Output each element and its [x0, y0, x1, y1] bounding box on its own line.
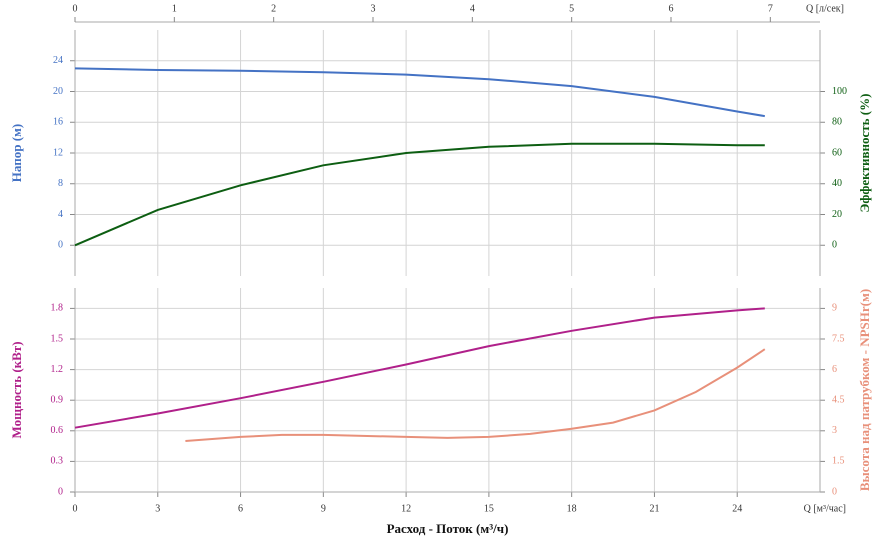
y-tick-label: 4	[58, 209, 63, 220]
y2-tick-label: 7.5	[832, 333, 845, 344]
y-tick-label: 0.3	[51, 456, 64, 467]
series-line	[74, 67, 765, 118]
y-tick-label: 0.6	[51, 425, 64, 436]
x-tick-label: 24	[732, 503, 742, 514]
y-tick-label: 1.5	[51, 333, 64, 344]
x-tick-label: 21	[649, 503, 659, 514]
y-tick-label: 0	[58, 240, 63, 251]
x2-tick-label: 7	[768, 3, 773, 14]
x2-tick-label: 6	[669, 3, 674, 14]
y2-tick-label: 0	[832, 486, 837, 497]
y-tick-label: 12	[53, 147, 63, 158]
y-tick-label: 1.2	[51, 364, 64, 375]
x-tick-label: 0	[73, 503, 78, 514]
y-tick-label: 20	[53, 86, 63, 97]
y-tick-label: 0	[58, 486, 63, 497]
y2-tick-label: 80	[832, 117, 842, 128]
x-tick-label: 15	[484, 503, 494, 514]
y2-tick-label: 3	[832, 425, 837, 436]
series-line	[74, 142, 765, 247]
x2-tick-label: 4	[470, 3, 475, 14]
y-tick-label: 1.8	[51, 303, 64, 314]
x2-tick-label: 1	[172, 3, 177, 14]
y-axis-title: Мощность (кВт)	[9, 341, 24, 438]
y-tick-label: 0.9	[51, 394, 64, 405]
series-line	[185, 348, 766, 442]
y2-tick-label: 1.5	[832, 456, 845, 467]
y2-tick-label: 60	[832, 147, 842, 158]
x2-tick-label: 3	[371, 3, 376, 14]
y2-tick-label: 20	[832, 209, 842, 220]
y2-axis-title: Высота над патрубком - NPSHr(м)	[857, 289, 872, 491]
x2-tick-label: 0	[73, 3, 78, 14]
x2-axis-label: Q [л/сек]	[806, 3, 844, 14]
x-tick-label: 6	[238, 503, 243, 514]
x-axis-title: Расход - Поток (м³/ч)	[387, 521, 509, 536]
y2-axis-title: Эффективность (%)	[857, 94, 872, 213]
series-line	[74, 307, 765, 429]
y-tick-label: 16	[53, 117, 63, 128]
y-tick-label: 8	[58, 178, 63, 189]
x-axis-unit: Q [м³/час]	[804, 503, 846, 514]
y-axis-title: Напор (м)	[9, 124, 24, 182]
x2-tick-label: 5	[569, 3, 574, 14]
x-tick-label: 9	[321, 503, 326, 514]
y2-tick-label: 9	[832, 303, 837, 314]
x2-tick-label: 2	[271, 3, 276, 14]
y2-tick-label: 6	[832, 364, 837, 375]
x-tick-label: 18	[567, 503, 577, 514]
x-tick-label: 3	[155, 503, 160, 514]
y-tick-label: 24	[53, 55, 63, 66]
y2-tick-label: 0	[832, 240, 837, 251]
x-tick-label: 12	[401, 503, 411, 514]
y2-tick-label: 40	[832, 178, 842, 189]
y2-tick-label: 4.5	[832, 394, 845, 405]
y2-tick-label: 100	[832, 86, 847, 97]
